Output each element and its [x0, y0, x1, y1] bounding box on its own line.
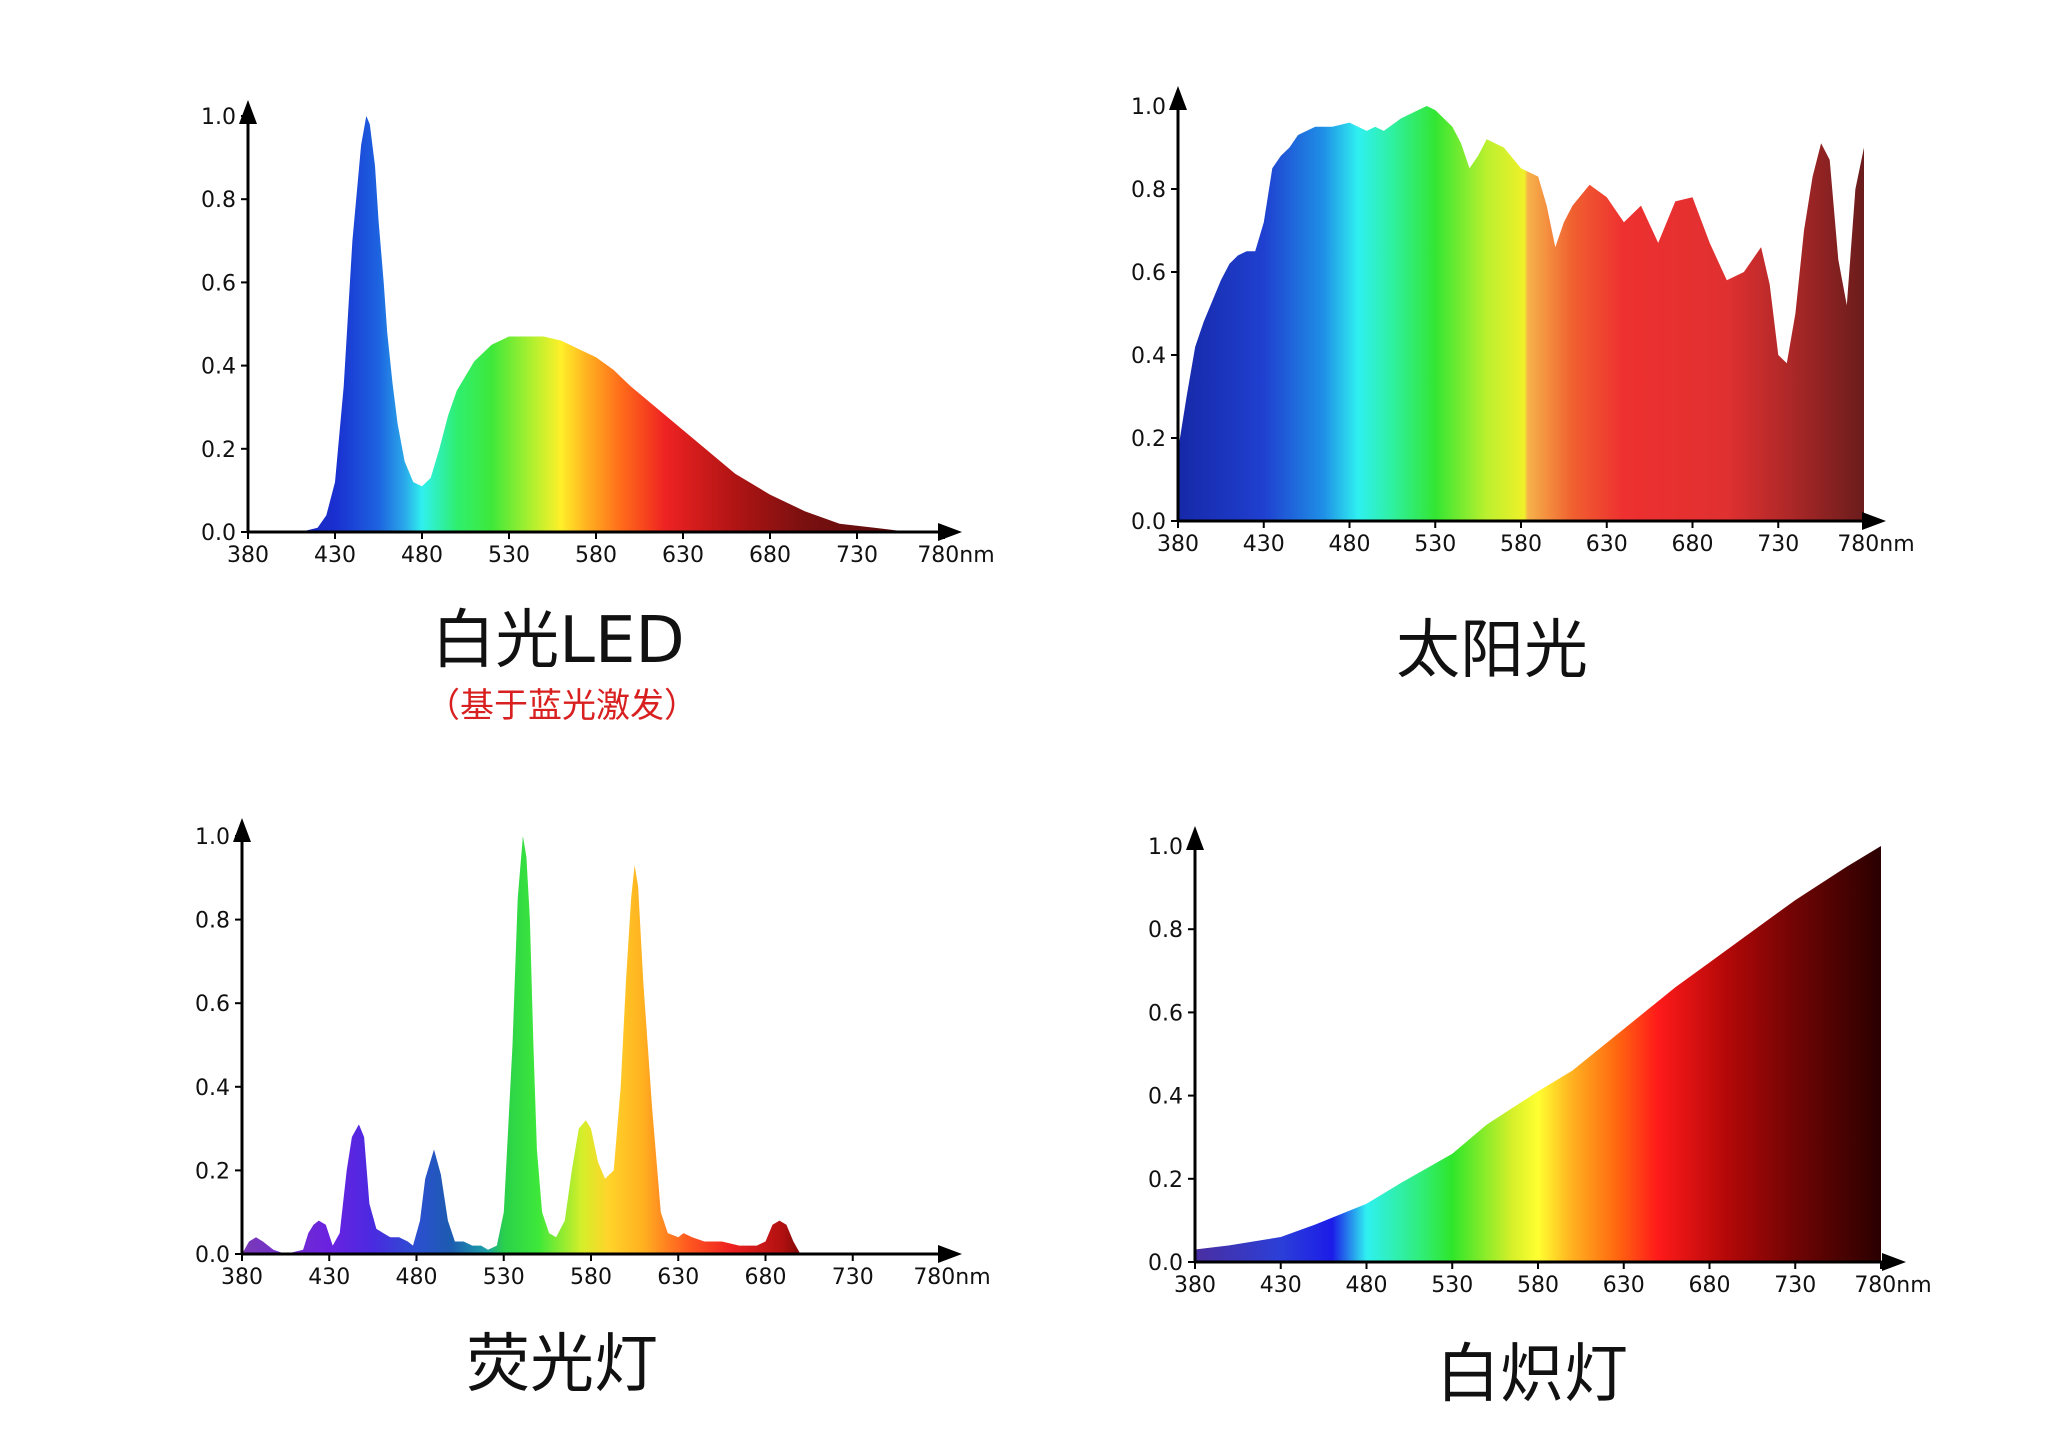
chart-white-led: 380 430 480 530 580 630 680 730 780nm 0.0 0.2 0.4 0.…	[201, 100, 995, 568]
x-tick-label: 680	[749, 543, 791, 568]
x-tick-label: 680	[1689, 1273, 1731, 1298]
chart-incandescent-lamp: 380 430 480 530 580 630 680 730 780nm 0.0 0.2 0.4 0.…	[1148, 826, 1932, 1298]
y-tick-label: 0.2	[201, 438, 236, 463]
y-tick-label: 0.6	[201, 271, 236, 296]
x-tick-label: 730	[836, 543, 878, 568]
caption-white-led: 白光LED	[431, 604, 684, 678]
x-tick-label: 480	[1346, 1273, 1388, 1298]
chart-sunlight: 380 430 480 530 580 630 680 730 780nm 0.0 0.2 0.4 0.…	[1131, 86, 1915, 557]
chart-fluorescent-lamp: 380 430 480 530 580 630 680 730 780nm 0.0 0.2 0.4 0.…	[195, 818, 991, 1290]
x-tick-label: 730	[832, 1265, 874, 1290]
caption-white-led-subtitle: （基于蓝光激发）	[426, 686, 698, 726]
y-tick-label: 0.0	[1131, 510, 1166, 535]
y-axis-arrow	[1186, 826, 1204, 850]
spectrum-area-white-led	[248, 116, 944, 532]
y-tick-label: 0.4	[1148, 1085, 1183, 1110]
y-tick-label: 0.8	[1148, 918, 1183, 943]
x-tick-label: 430	[308, 1265, 350, 1290]
x-tick-label: 580	[575, 543, 617, 568]
y-tick-label: 0.2	[1131, 427, 1166, 452]
caption-incandescent-lamp: 白炽灯	[1436, 1338, 1628, 1412]
spectrum-area-sunlight	[1178, 106, 1864, 521]
y-axis-arrow	[1169, 86, 1187, 110]
x-tick-label: 530	[488, 543, 530, 568]
x-tick-label: 430	[314, 543, 356, 568]
y-tick-label: 0.6	[1148, 1001, 1183, 1026]
x-tick-label: 480	[1329, 532, 1371, 557]
x-tick-label: 630	[662, 543, 704, 568]
x-tick-label: 680	[745, 1265, 787, 1290]
x-tick-label: 780nm	[1854, 1273, 1931, 1298]
x-axis-arrow	[1882, 1253, 1906, 1271]
x-tick-label: 480	[401, 543, 443, 568]
x-tick-label: 780nm	[913, 1265, 990, 1290]
y-tick-label: 0.0	[201, 521, 236, 546]
caption-fluorescent-lamp: 荧光灯	[466, 1328, 658, 1402]
x-tick-label: 530	[1414, 532, 1456, 557]
x-tick-label: 780nm	[1837, 532, 1914, 557]
x-tick-label: 730	[1757, 532, 1799, 557]
y-axis-arrow	[239, 100, 257, 124]
y-tick-label: 0.6	[195, 992, 230, 1017]
y-tick-label: 1.0	[1148, 835, 1183, 860]
x-tick-label: 630	[1603, 1273, 1645, 1298]
y-tick-label: 0.8	[201, 188, 236, 213]
y-tick-label: 1.0	[201, 105, 236, 130]
y-tick-label: 0.2	[195, 1159, 230, 1184]
x-tick-label: 630	[1586, 532, 1628, 557]
y-tick-label: 0.6	[1131, 261, 1166, 286]
y-tick-label: 0.4	[201, 355, 236, 380]
x-tick-label: 580	[1517, 1273, 1559, 1298]
y-tick-label: 0.2	[1148, 1168, 1183, 1193]
x-tick-label: 580	[570, 1265, 612, 1290]
x-axis-arrow	[938, 523, 962, 541]
y-tick-label: 1.0	[195, 825, 230, 850]
x-tick-label: 730	[1774, 1273, 1816, 1298]
x-tick-label: 380	[221, 1265, 263, 1290]
x-tick-label: 530	[1431, 1273, 1473, 1298]
y-axis-arrow	[233, 818, 251, 842]
x-tick-label: 430	[1260, 1273, 1302, 1298]
x-axis-arrow	[938, 1245, 962, 1263]
spectrum-area-incandescent-lamp	[1195, 846, 1881, 1262]
x-tick-label: 680	[1672, 532, 1714, 557]
y-tick-label: 0.0	[1148, 1251, 1183, 1276]
y-tick-label: 0.8	[195, 909, 230, 934]
y-tick-label: 0.0	[195, 1243, 230, 1268]
y-tick-label: 1.0	[1131, 95, 1166, 120]
y-tick-label: 0.4	[1131, 344, 1166, 369]
y-tick-label: 0.4	[195, 1076, 230, 1101]
x-tick-label: 380	[227, 543, 269, 568]
x-axis-arrow	[1862, 512, 1886, 530]
x-tick-label: 530	[483, 1265, 525, 1290]
x-tick-label: 480	[396, 1265, 438, 1290]
spectrum-area-fluorescent-lamp	[242, 836, 940, 1254]
caption-sunlight: 太阳光	[1396, 614, 1588, 688]
y-tick-label: 0.8	[1131, 178, 1166, 203]
x-tick-label: 630	[657, 1265, 699, 1290]
x-tick-label: 380	[1174, 1273, 1216, 1298]
x-tick-label: 430	[1243, 532, 1285, 557]
x-tick-label: 380	[1157, 532, 1199, 557]
x-tick-label: 780nm	[917, 543, 994, 568]
x-tick-label: 580	[1500, 532, 1542, 557]
